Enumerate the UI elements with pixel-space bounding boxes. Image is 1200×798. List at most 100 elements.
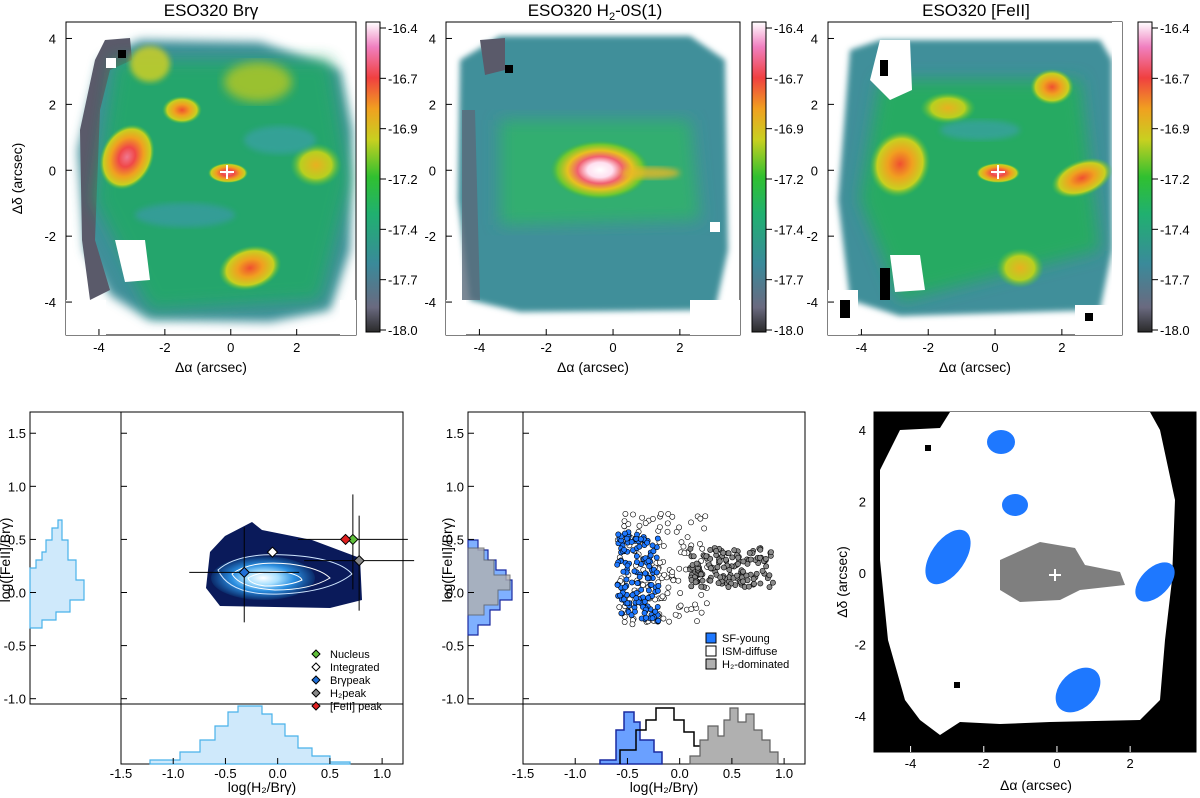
class-xtick-label: -2	[978, 756, 990, 771]
scatter-point	[643, 614, 649, 621]
h2-title: ESO320 H2-0S(1)	[528, 1, 663, 23]
map-ytick-label: -4	[424, 295, 436, 310]
scatter-point	[632, 608, 638, 615]
scatter-point	[720, 549, 727, 556]
scatter-point	[729, 554, 736, 561]
map-xlabel: Δα (arcsec)	[939, 359, 1011, 375]
scatter-point	[735, 561, 741, 567]
scatter-point	[614, 582, 621, 588]
map-xtick-label: 0	[227, 340, 234, 355]
scatter-point	[650, 548, 657, 555]
colorbar-tick-label: -18.0	[774, 323, 804, 338]
scatter-point	[645, 558, 652, 564]
legend-marker	[311, 701, 321, 711]
scatter-point	[634, 580, 641, 586]
scatter-point	[636, 522, 643, 529]
scatter-point	[664, 520, 671, 527]
scatter-point	[673, 528, 680, 535]
scatter-point	[623, 535, 630, 542]
scatter-point	[649, 542, 656, 549]
colorbar-tick-label: -16.9	[388, 122, 418, 137]
scatter-point	[688, 519, 694, 526]
scatter-point	[621, 596, 627, 603]
scatter-point	[622, 584, 629, 591]
scatter-point	[677, 602, 684, 609]
diag-left-ylabel: log([FeII]/Brγ)	[0, 518, 13, 603]
scatter-point	[746, 583, 752, 590]
scatter-point	[669, 513, 676, 520]
point-marker	[238, 566, 250, 579]
scatter-point	[654, 587, 661, 594]
scatter-point	[629, 621, 636, 628]
scatter-point	[652, 608, 659, 615]
scatter-point	[688, 606, 695, 613]
scatter-point	[692, 579, 699, 586]
diag-middle-xlabel: log(H₂/Brγ)	[630, 779, 698, 795]
scatter-point	[650, 515, 656, 522]
scatter-point	[656, 559, 663, 566]
scatter-point	[698, 591, 705, 598]
scatter-point	[653, 569, 660, 576]
diag-xtick-label: 0.0	[671, 766, 689, 781]
diag-xtick-label: 0.5	[723, 766, 741, 781]
scatter-point	[641, 598, 648, 605]
scatter-point	[693, 560, 700, 567]
scatter-point	[763, 563, 770, 570]
scatter-point	[756, 554, 763, 561]
scatter-point	[649, 615, 656, 622]
scatter-point	[703, 553, 710, 560]
class-ytick-label: 0	[859, 566, 866, 581]
colorbar-tick-label: -17.7	[1160, 273, 1190, 288]
scatter-point	[633, 553, 640, 560]
diagnostic-axes: -1.5 -1.0 -0.5 0.0 0.5 1.0 1.5 1.0 0.5 0.0 -0.5 -1.…	[4, 426, 794, 781]
scatter-point	[647, 552, 654, 559]
scatter-point	[645, 595, 652, 601]
map-xtick-label: 2	[1058, 340, 1065, 355]
scatter-point	[766, 572, 773, 579]
colorbar-tick-label: -16.4	[774, 21, 804, 36]
map-ytick-label: -4	[44, 295, 56, 310]
scatter-point	[665, 584, 672, 591]
colorbar	[365, 21, 381, 333]
map-xtick-label: -2	[540, 340, 552, 355]
scatter-point	[743, 572, 750, 579]
map-xtick-label: 2	[293, 340, 300, 355]
diag-ytick-label: 1.0	[446, 479, 464, 494]
legend-label: H₂peak	[330, 688, 367, 700]
point-marker	[353, 554, 365, 567]
diag-xtick-label: -1.0	[564, 766, 586, 781]
h2-map: ESO320 H2-0S(1)	[445, 1, 741, 336]
scatter-point	[646, 587, 652, 594]
scatter-point	[648, 581, 655, 588]
map-xtick-label: -4	[856, 340, 868, 355]
map-ytick-label: 0	[811, 163, 818, 178]
diag-xtick-label: -1.5	[512, 766, 534, 781]
map-ytick-label: 4	[811, 31, 818, 46]
class-ytick-label: -4	[854, 709, 866, 724]
colorbar-tick-label: -16.4	[1160, 21, 1190, 36]
class-ytick-label: 2	[859, 494, 866, 509]
map-ytick-label: 2	[429, 97, 436, 112]
scatter-point	[750, 576, 757, 582]
diag-ytick-label: 0.5	[446, 532, 464, 547]
scatter-point	[634, 559, 640, 565]
colorbar-tick-label: -16.7	[1160, 71, 1190, 86]
scatter-point	[653, 554, 660, 561]
scatter-point	[664, 528, 671, 535]
diag-xtick-label: 0.0	[269, 766, 287, 781]
diag-xtick-label: 0.5	[321, 766, 339, 781]
map-axes: -4 -2 0 2 4 2 0 -2 -4 Δα (arcsec) Δδ (arcsec) -4 -2 0…	[9, 31, 1065, 375]
diag-xtick-label: -0.5	[616, 766, 638, 781]
colorbar-tick-label: -17.4	[774, 222, 804, 237]
scatter-point	[623, 576, 630, 583]
scatter-point	[665, 511, 672, 517]
scatter-point	[676, 524, 682, 531]
map-ytick-label: 0	[49, 163, 56, 178]
colorbar-tick-label: -18.0	[1160, 323, 1190, 338]
colorbar-tick-label: -18.0	[388, 323, 418, 338]
map-xtick-label: -4	[93, 340, 105, 355]
scatter-point	[681, 550, 688, 557]
scatter-point	[746, 550, 753, 556]
